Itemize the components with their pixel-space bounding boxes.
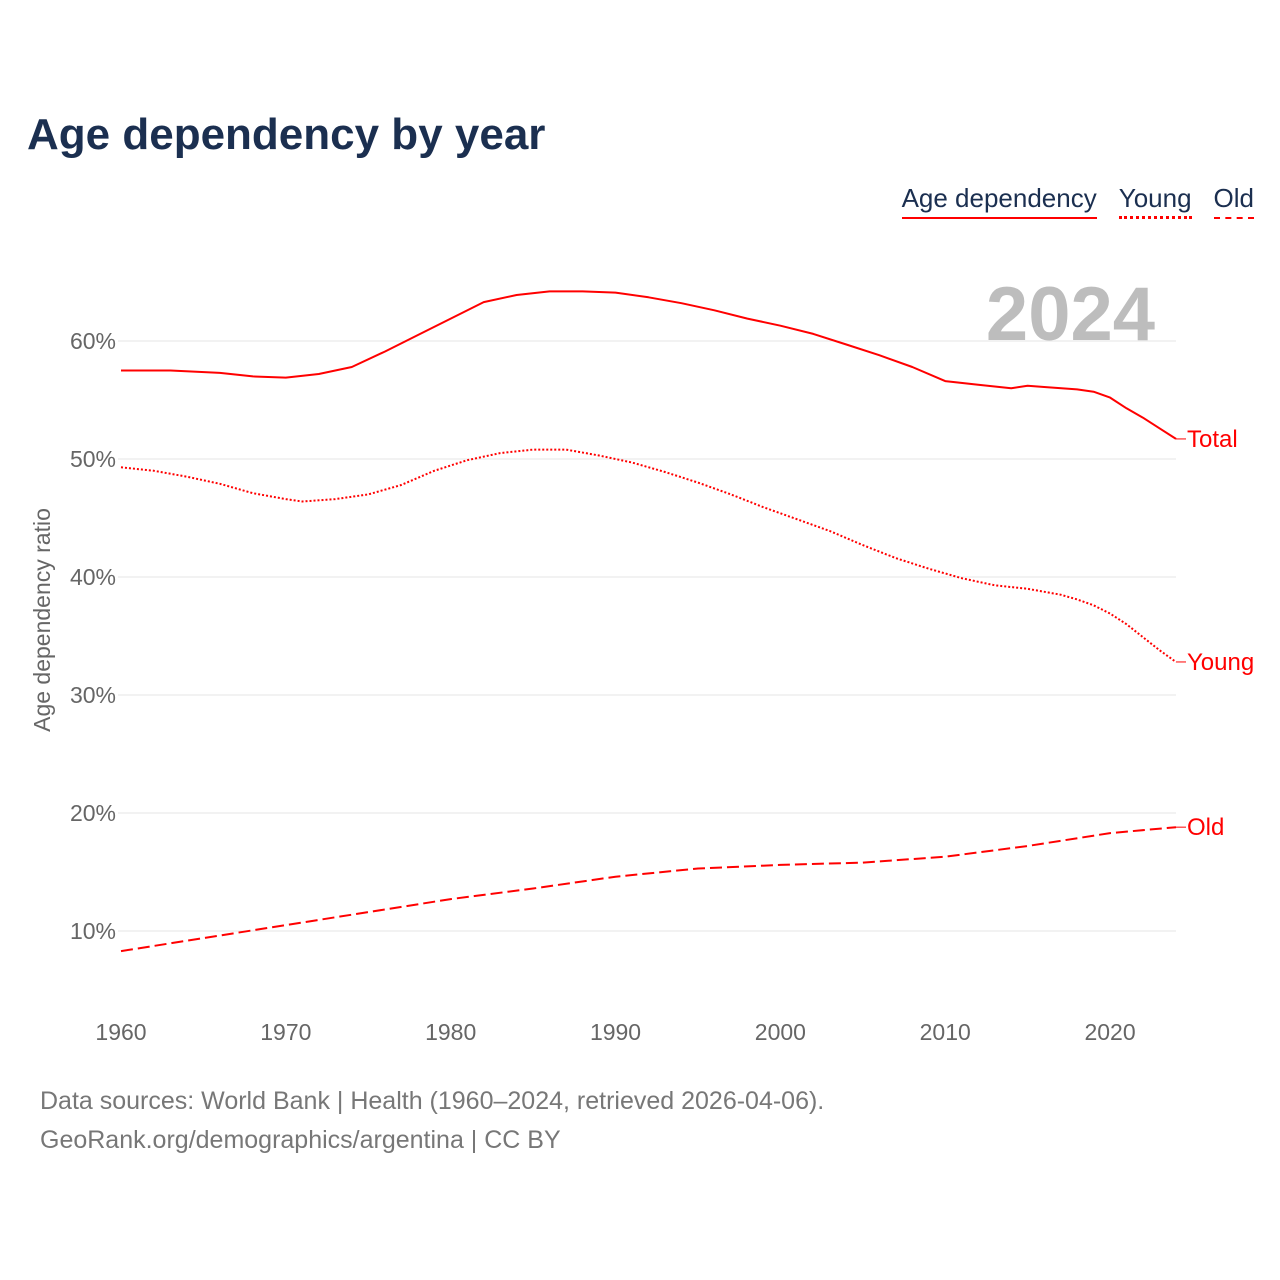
y-tick-label: 50% xyxy=(70,446,116,472)
series-line-old xyxy=(120,826,1177,953)
y-tick-label: 40% xyxy=(70,564,116,590)
y-axis-title: Age dependency ratio xyxy=(29,508,55,732)
legend-item-age-dependency[interactable]: Age dependency xyxy=(901,183,1097,219)
legend: Age dependency Young Old xyxy=(901,183,1254,219)
year-watermark: 2024 xyxy=(986,272,1155,357)
end-label: Young xyxy=(1187,649,1254,676)
y-tick-label: 20% xyxy=(70,800,116,826)
series-line-age-dependency xyxy=(121,290,1177,440)
line-chart: 2024 10% 20% 30% 40% 50% 60% 1960 1970 1980 1990 20… xyxy=(29,272,1254,1045)
end-label: Old xyxy=(1187,814,1224,841)
x-tick-label: 2000 xyxy=(755,1019,806,1045)
x-tick-label: 1970 xyxy=(260,1019,311,1045)
footer-credit: GeoRank.org/demographics/argentina | CC … xyxy=(40,1126,561,1154)
legend-item-old[interactable]: Old xyxy=(1213,183,1254,219)
x-tick-label: 2010 xyxy=(920,1019,971,1045)
end-label: Total xyxy=(1187,426,1238,453)
y-tick-label: 30% xyxy=(70,682,116,708)
x-tick-label: 2020 xyxy=(1084,1019,1135,1045)
x-tick-label: 1960 xyxy=(95,1019,146,1045)
series-line-young xyxy=(120,448,1177,663)
x-tick-label: 1990 xyxy=(590,1019,641,1045)
footer-sources: Data sources: World Bank | Health (1960–… xyxy=(40,1087,825,1115)
x-tick-label: 1980 xyxy=(425,1019,476,1045)
legend-item-young[interactable]: Young xyxy=(1118,183,1192,219)
chart-title: Age dependency by year xyxy=(27,110,546,159)
y-tick-label: 60% xyxy=(70,328,116,354)
y-tick-label: 10% xyxy=(70,918,116,944)
